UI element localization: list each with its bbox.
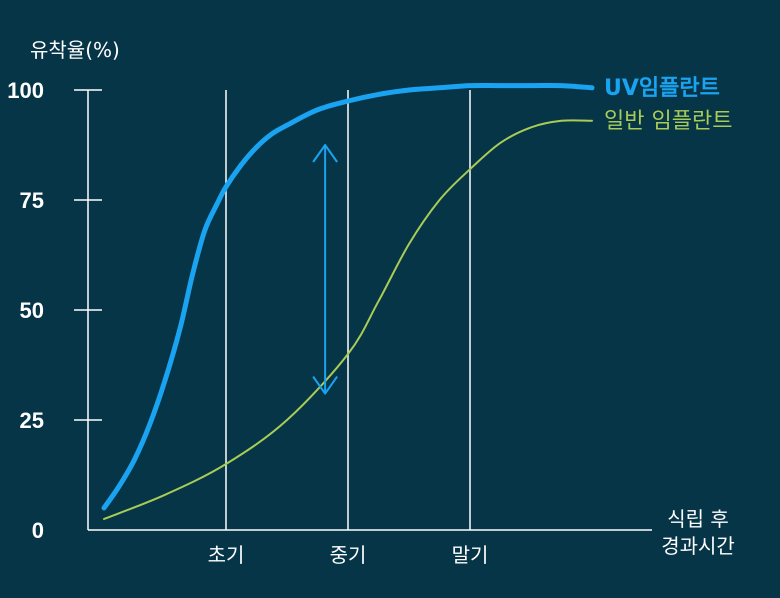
series-line-1 (101, 82, 595, 511)
x-axis-label-line2: 경과시간 (661, 534, 735, 558)
series-label-2: 일반 임플란트 (604, 109, 732, 134)
grid-layer (225, 90, 471, 530)
y-tick-label-50: 50 (20, 298, 44, 323)
series-layer (101, 82, 595, 520)
series-label-1: UV임플란트 (604, 76, 720, 101)
x-tick-label-3: 말기 (452, 543, 489, 567)
y-tick-label-100: 100 (7, 78, 44, 103)
x-tick-label-1: 초기 (208, 543, 245, 567)
y-tick-label-0: 0 (32, 518, 44, 543)
x-axis-label-line1: 식립 후 (667, 507, 729, 531)
y-tick-label-75: 75 (20, 188, 44, 213)
series-line-2 (103, 119, 593, 520)
y-axis-label: 유착율(%) (30, 38, 120, 62)
y-tick-label-25: 25 (20, 408, 44, 433)
axis-layer (74, 89, 652, 531)
x-tick-label-2: 중기 (330, 543, 367, 567)
